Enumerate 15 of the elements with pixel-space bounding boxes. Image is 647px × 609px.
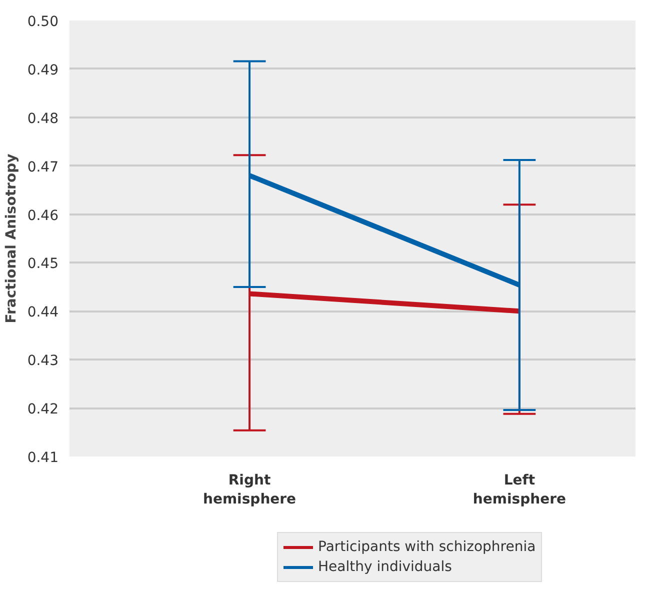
- y-tick-label: 0.41: [27, 450, 58, 466]
- x-tick-label: Left hemisphere: [472, 472, 566, 508]
- y-tick-label: 0.44: [27, 304, 59, 321]
- y-tick-label: 0.47: [27, 159, 58, 176]
- y-tick-label: 0.43: [27, 353, 58, 370]
- y-tick-label: 0.48: [27, 110, 58, 127]
- y-tick-label: 0.45: [27, 256, 58, 272]
- y-tick-label: 0.42: [27, 402, 58, 418]
- legend-label: Participants with schizophrenia: [318, 538, 536, 556]
- y-axis-title: Fractional Anisotropy: [3, 154, 20, 324]
- y-tick-label: 0.46: [27, 208, 59, 224]
- y-tick-label: 0.49: [27, 62, 58, 78]
- x-tick-label: Right hemisphere: [202, 472, 296, 508]
- legend-label: Healthy individuals: [318, 558, 452, 576]
- y-tick-label: 0.50: [27, 14, 58, 30]
